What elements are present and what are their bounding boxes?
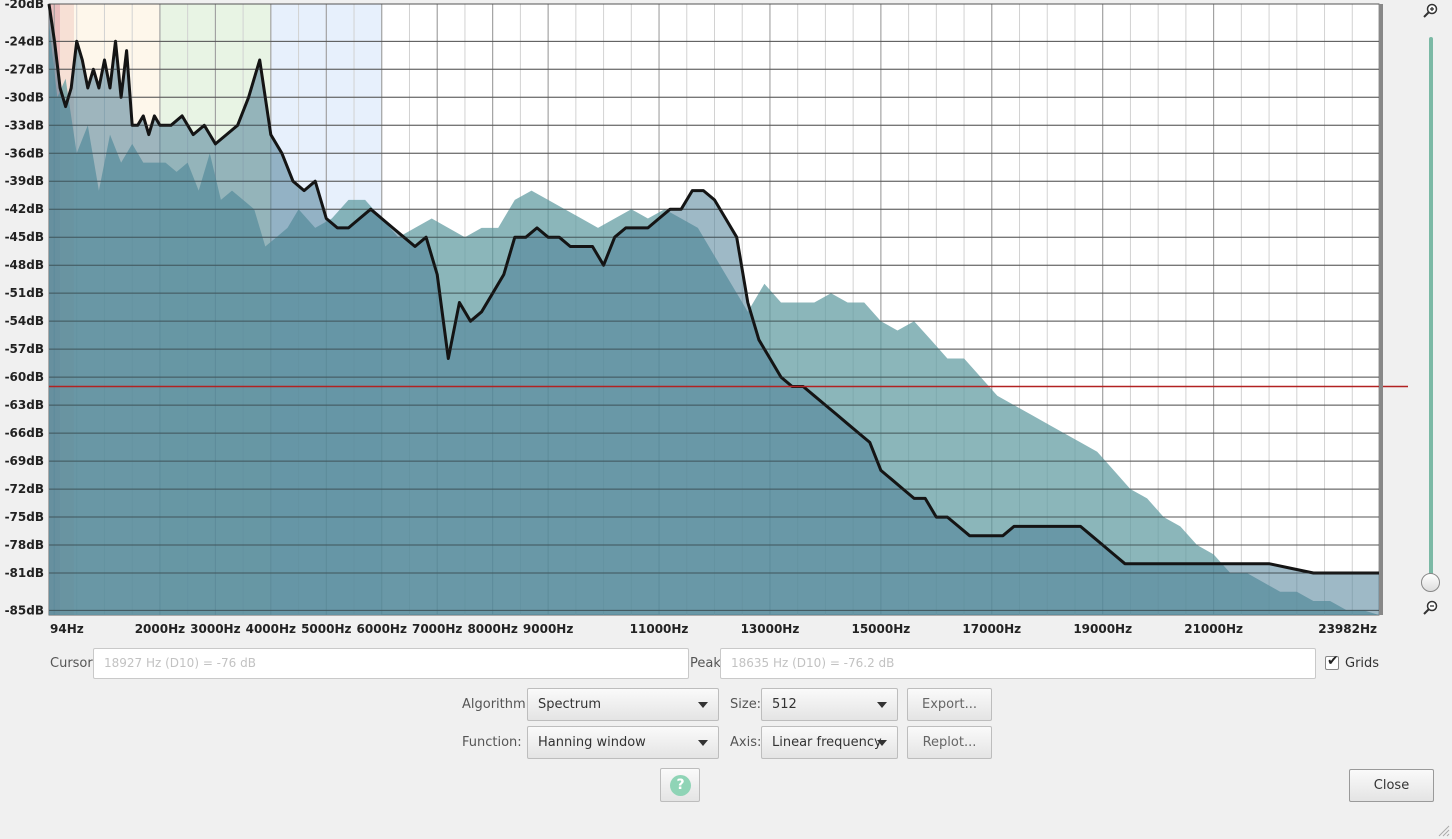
algorithm-label: Algorithm: — [462, 697, 531, 712]
function-label: Function: — [462, 735, 522, 750]
x-tick-label: 15000Hz — [851, 622, 910, 636]
y-tick-label: -27dB — [5, 62, 44, 76]
x-tick-label: 94Hz — [50, 622, 84, 636]
x-tick-label: 23982Hz — [1318, 622, 1377, 636]
function-select[interactable]: Hanning window — [527, 726, 719, 759]
grids-checkbox[interactable]: ✔ — [1325, 653, 1339, 670]
size-value: 512 — [772, 697, 797, 712]
axis-select[interactable]: Linear frequency — [761, 726, 898, 759]
x-tick-label: 7000Hz — [412, 622, 462, 636]
x-tick-label: 17000Hz — [962, 622, 1021, 636]
y-tick-label: -20dB — [5, 0, 44, 11]
chevron-down-icon — [698, 740, 708, 746]
size-select[interactable]: 512 — [761, 688, 898, 721]
y-tick-label: -24dB — [5, 34, 44, 48]
x-tick-label: 21000Hz — [1184, 622, 1243, 636]
zoom-slider-track[interactable] — [1429, 37, 1433, 577]
y-tick-label: -30dB — [5, 90, 44, 104]
y-tick-label: -63dB — [5, 398, 44, 412]
x-tick-label: 11000Hz — [630, 622, 689, 636]
plot-right-edge — [1379, 4, 1383, 615]
replot-button[interactable]: Replot... — [907, 726, 992, 759]
y-tick-label: -75dB — [5, 510, 44, 524]
y-tick-label: -69dB — [5, 454, 44, 468]
chevron-down-icon — [877, 702, 887, 708]
zoom-slider-thumb[interactable] — [1421, 573, 1440, 592]
spectrum-plot[interactable]: -20dB -24dB -27dB -30dB -33dB -36dB -39dB -42dB… — [0, 0, 1452, 640]
algorithm-select[interactable]: Spectrum — [527, 688, 719, 721]
chevron-down-icon — [877, 740, 887, 746]
x-tick-label: 6000Hz — [357, 622, 407, 636]
y-tick-label: -48dB — [5, 258, 44, 272]
x-tick-label: 19000Hz — [1073, 622, 1132, 636]
x-tick-label: 8000Hz — [467, 622, 517, 636]
cursor-label: Cursor: — [50, 656, 97, 671]
y-tick-label: -66dB — [5, 426, 44, 440]
y-tick-label: -78dB — [5, 538, 44, 552]
help-icon: ? — [670, 775, 691, 796]
y-tick-label: -60dB — [5, 370, 44, 384]
y-tick-label: -51dB — [5, 286, 44, 300]
zoom-out-icon[interactable] — [1423, 600, 1439, 616]
y-tick-label: -54dB — [5, 314, 44, 328]
spectrum-chart[interactable]: -20dB -24dB -27dB -30dB -33dB -36dB -39dB -42dB… — [0, 0, 1452, 640]
y-tick-label: -81dB — [5, 566, 44, 580]
x-tick-label: 2000Hz — [135, 622, 185, 636]
x-tick-label: 5000Hz — [301, 622, 351, 636]
x-tick-label: 9000Hz — [523, 622, 573, 636]
y-tick-label: -42dB — [5, 202, 44, 216]
algorithm-value: Spectrum — [538, 697, 601, 712]
peak-field[interactable]: 18635 Hz (D10) = -76.2 dB — [720, 648, 1316, 679]
close-button[interactable]: Close — [1349, 769, 1434, 802]
axis-value: Linear frequency — [772, 735, 882, 750]
x-tick-label: 13000Hz — [741, 622, 800, 636]
help-button[interactable]: ? — [660, 768, 700, 802]
spectrum-area-shade — [49, 4, 1379, 615]
axis-label: Axis: — [730, 735, 762, 750]
x-tick-label: 3000Hz — [190, 622, 240, 636]
export-button[interactable]: Export... — [907, 688, 992, 721]
grids-label: Grids — [1345, 656, 1380, 671]
function-value: Hanning window — [538, 735, 646, 750]
y-tick-label: -36dB — [5, 146, 44, 160]
y-tick-label: -45dB — [5, 230, 44, 244]
x-tick-label: 4000Hz — [246, 622, 296, 636]
y-tick-label: -39dB — [5, 174, 44, 188]
resize-grip-icon[interactable] — [1436, 823, 1450, 837]
y-tick-label: -72dB — [5, 482, 44, 496]
size-label: Size: — [730, 697, 762, 712]
y-tick-label: -33dB — [5, 118, 44, 132]
chevron-down-icon — [698, 702, 708, 708]
cursor-field[interactable]: 18927 Hz (D10) = -76 dB — [93, 648, 689, 679]
peak-label: Peak: — [690, 656, 726, 671]
y-tick-label: -57dB — [5, 342, 44, 356]
y-tick-label: -85dB — [5, 603, 44, 617]
check-icon: ✔ — [1327, 653, 1339, 669]
zoom-in-icon[interactable] — [1423, 3, 1439, 19]
